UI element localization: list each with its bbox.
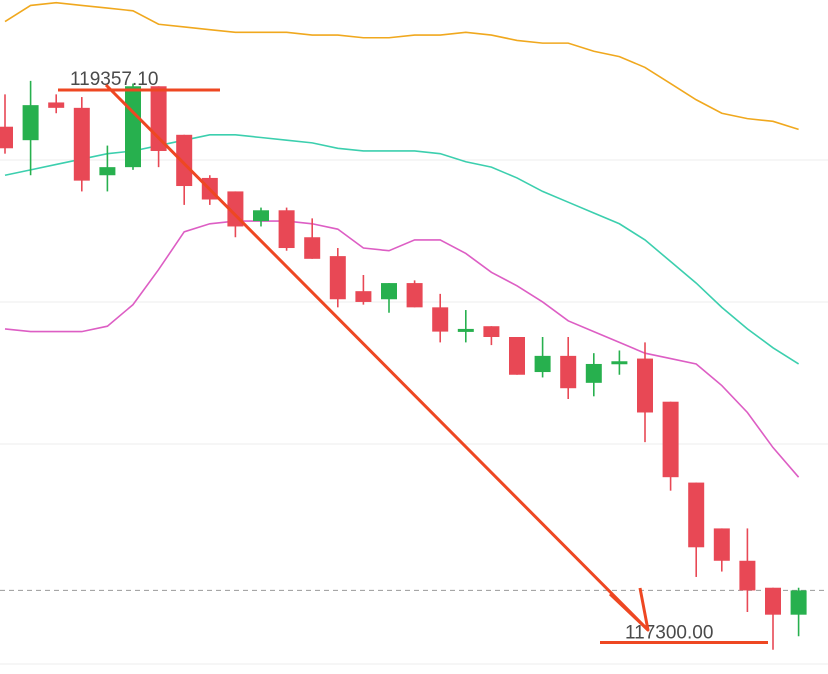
candle-body: [611, 361, 628, 365]
candle-body: [99, 167, 116, 176]
candle-body: [0, 126, 13, 149]
trend-arrowhead-icon: [608, 587, 650, 632]
middle-band-line: [4, 134, 800, 365]
candle-body: [483, 326, 500, 337]
candle-body: [637, 358, 653, 413]
candle-body: [713, 528, 730, 561]
grid-lines: [0, 159, 828, 665]
candle-body: [406, 283, 423, 308]
candle-body: [253, 210, 269, 222]
target-price-label: 117300.00: [625, 623, 713, 644]
candle-body: [662, 401, 679, 478]
candle-body: [73, 107, 90, 181]
candle-body: [790, 590, 807, 615]
candle-body: [432, 307, 449, 332]
candle-body: [509, 337, 525, 375]
candle-body: [457, 328, 474, 332]
candle-body: [278, 210, 295, 249]
candle-body: [48, 102, 65, 108]
annotations: 119357.10 117300.00: [58, 69, 768, 645]
candle-body: [176, 134, 193, 187]
candle-body: [150, 86, 167, 151]
candle-body: [304, 237, 321, 259]
candles: [0, 80, 807, 650]
candle-body: [22, 105, 39, 141]
candle-body: [125, 86, 141, 168]
trend-arrow: [104, 83, 650, 632]
candle-body: [560, 355, 577, 389]
high-price-label: 119357.10: [70, 69, 158, 90]
candle-body: [765, 587, 781, 615]
candle-body: [381, 283, 397, 300]
candle-body: [688, 482, 705, 548]
lower-band-line: [4, 220, 800, 478]
candle-body: [585, 363, 602, 383]
candle-body: [739, 560, 756, 591]
candle-body: [355, 291, 372, 302]
candle-body: [329, 256, 346, 300]
candle-body: [534, 355, 551, 373]
upper-band-line: [4, 1, 799, 131]
